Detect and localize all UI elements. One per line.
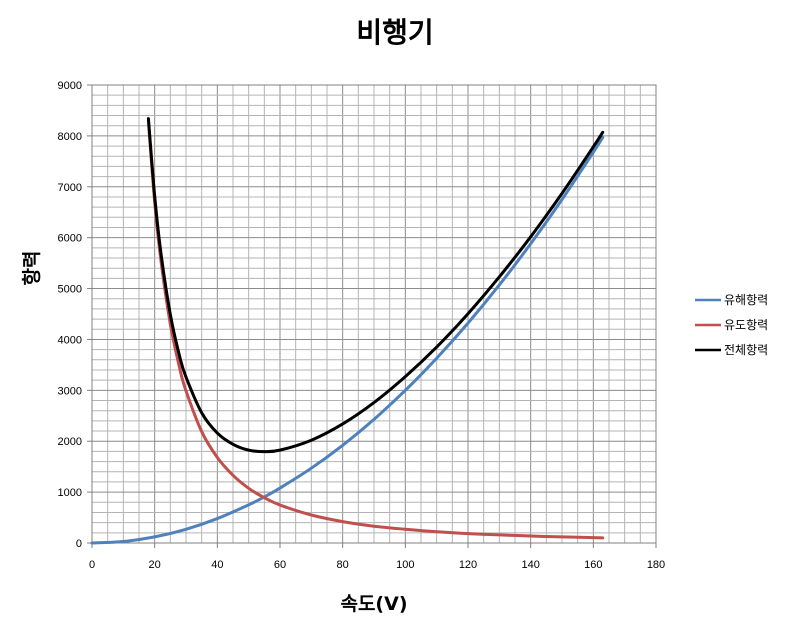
legend-label: 전체항력 [724, 343, 768, 357]
y-tick-label: 7000 [58, 182, 82, 194]
y-tick-label: 2000 [58, 436, 82, 448]
axes [87, 84, 657, 548]
series-line-total-drag [146, 117, 605, 454]
x-tick-label: 40 [211, 559, 223, 571]
chart-title: 비행기 [356, 16, 433, 49]
y-tick-label: 9000 [58, 80, 82, 92]
x-tick-label: 0 [89, 559, 95, 571]
x-tick-label: 80 [337, 559, 349, 571]
y-tick-label: 3000 [58, 385, 82, 397]
grid [92, 85, 656, 543]
x-tick-label: 120 [459, 559, 477, 571]
legend-label: 유해항력 [724, 293, 768, 307]
y-tick-label: 0 [76, 538, 82, 550]
series-line-induced-drag [146, 119, 605, 540]
legend-label: 유도항력 [724, 318, 768, 332]
x-tick-label: 20 [149, 559, 161, 571]
series-line-parasite-drag [90, 135, 605, 545]
y-tick-label: 5000 [58, 284, 82, 296]
y-tick-label: 8000 [58, 131, 82, 143]
x-tick-label: 60 [274, 559, 286, 571]
x-tick-label: 100 [396, 559, 414, 571]
y-axis-title: 항력 [21, 251, 43, 286]
x-tick-label: 180 [647, 559, 665, 571]
series-lines [90, 117, 605, 545]
x-tick-label: 140 [521, 559, 539, 571]
y-tick-label: 6000 [58, 233, 82, 245]
y-tick-label: 1000 [58, 487, 82, 499]
tick-labels: 0 20 40 60 80 100 120 140 160 180 0 1000 2000 3000 400… [58, 80, 666, 571]
y-tick-label: 4000 [58, 334, 82, 346]
x-tick-label: 160 [584, 559, 602, 571]
x-axis-title: 속도(V) [340, 593, 407, 615]
